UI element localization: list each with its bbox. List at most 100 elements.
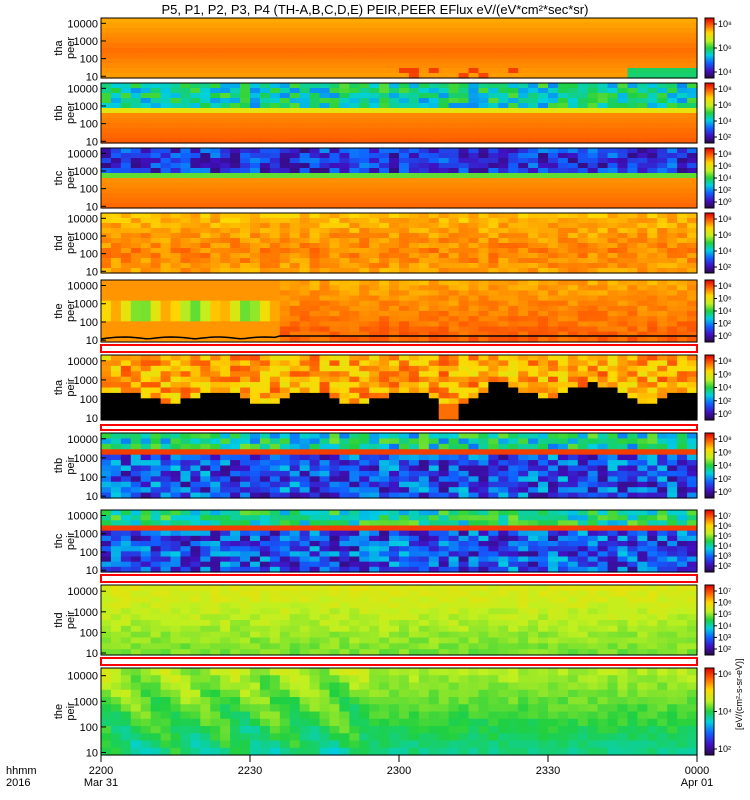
spectrogram-cell xyxy=(418,198,430,204)
spectrogram-cell xyxy=(677,33,688,39)
spectrogram-cell xyxy=(230,108,241,114)
spectrogram-cell xyxy=(120,158,132,164)
spectrogram-cell xyxy=(279,148,291,154)
spectrogram-cell xyxy=(478,93,489,99)
spectrogram-cell xyxy=(657,336,668,343)
spectrogram-cell xyxy=(230,148,241,154)
spectrogram-cell xyxy=(359,188,370,194)
spectrogram-cell xyxy=(319,438,331,445)
spectrogram-cell xyxy=(627,409,638,416)
spectrogram-cell xyxy=(180,163,191,169)
spectrogram-cell xyxy=(309,449,321,456)
spectrogram-cell xyxy=(190,63,201,69)
spectrogram-cell xyxy=(567,223,579,229)
spectrogram-cell xyxy=(220,83,231,89)
spectrogram-cell xyxy=(110,43,122,49)
spectrogram-cell xyxy=(180,128,191,134)
spectrogram-cell xyxy=(458,53,470,59)
spectrogram-cell xyxy=(309,243,321,249)
spectrogram-cell xyxy=(389,443,400,450)
spectrogram-cell xyxy=(677,376,688,383)
spectrogram-cell xyxy=(687,387,698,394)
spectrogram-cell xyxy=(359,133,370,139)
y-tick-label: 1000 xyxy=(74,231,98,243)
spectrogram-cell xyxy=(418,133,430,139)
spectrogram-cell xyxy=(339,83,350,89)
spectrogram-cell xyxy=(647,188,658,194)
spectrogram-cell xyxy=(329,449,340,456)
spectrogram-cell xyxy=(687,300,698,307)
spectrogram-cell xyxy=(279,321,291,328)
spectrogram-cell xyxy=(150,43,162,49)
spectrogram-cell xyxy=(230,48,241,54)
spectrogram-cell xyxy=(240,68,251,74)
spectrogram-cell xyxy=(170,83,182,89)
spectrogram-cell xyxy=(498,28,509,34)
spectrogram-cell xyxy=(607,398,619,405)
spectrogram-cell xyxy=(349,465,360,472)
spectrogram-cell xyxy=(269,103,281,109)
spectrogram-cell xyxy=(617,98,629,104)
spectrogram-cell xyxy=(279,460,291,467)
spectrogram-cell xyxy=(567,300,579,307)
spectrogram-cell xyxy=(518,392,529,399)
spectrogram-cell xyxy=(170,58,182,64)
spectrogram-cell xyxy=(309,198,321,204)
spectrogram-cell xyxy=(349,382,360,389)
spectrogram-cell xyxy=(160,290,172,297)
spectrogram-cell xyxy=(190,93,201,99)
spectrogram-cell xyxy=(101,223,112,229)
spectrogram-cell xyxy=(299,88,311,94)
spectrogram-cell xyxy=(369,403,380,410)
spectrogram-cell xyxy=(627,392,638,399)
spectrogram-cell xyxy=(637,398,648,405)
spectrogram-cell xyxy=(329,178,340,184)
spectrogram-cell xyxy=(110,305,122,312)
spectrogram-cell xyxy=(210,409,221,416)
spectrogram-cell xyxy=(577,153,589,159)
spectrogram-cell xyxy=(369,198,380,204)
spectrogram-cell xyxy=(230,223,241,229)
spectrogram-cell xyxy=(379,326,390,333)
spectrogram-cell xyxy=(160,387,172,394)
spectrogram-cell xyxy=(458,38,470,44)
spectrogram-cell xyxy=(687,398,698,405)
spectrogram-cell xyxy=(438,443,450,450)
spectrogram-cell xyxy=(259,163,271,169)
spectrogram-cell xyxy=(617,253,629,259)
spectrogram-cell xyxy=(130,123,142,129)
spectrogram-cell xyxy=(428,290,440,297)
spectrogram-cell xyxy=(557,123,569,129)
spectrogram-cell xyxy=(369,48,380,54)
spectrogram-cell xyxy=(389,414,400,421)
spectrogram-cell xyxy=(647,18,658,24)
spectrogram-cell xyxy=(667,48,678,54)
spectrogram-cell xyxy=(180,33,191,39)
spectrogram-cell xyxy=(408,93,420,99)
spectrogram-cell xyxy=(637,113,648,119)
spectrogram-cell xyxy=(200,33,211,39)
spectrogram-cell xyxy=(190,290,201,297)
spectrogram-cell xyxy=(190,118,201,124)
spectrogram-cell xyxy=(130,148,142,154)
spectrogram-cell xyxy=(617,365,629,372)
spectrogram-cell xyxy=(130,33,142,39)
spectrogram-cell xyxy=(250,203,261,209)
spectrogram-cell xyxy=(140,487,152,494)
spectrogram-cell xyxy=(557,300,569,307)
spectrogram-cell xyxy=(359,98,370,104)
spectrogram-cell xyxy=(577,371,589,378)
spectrogram-cell xyxy=(359,414,370,421)
spectrogram-cell xyxy=(408,492,420,499)
spectrogram-cell xyxy=(359,68,370,74)
spectrogram-cell xyxy=(548,316,559,322)
spectrogram-cell xyxy=(170,460,182,467)
spectrogram-cell xyxy=(399,113,410,119)
spectrogram-cell xyxy=(548,113,559,119)
spectrogram-cell xyxy=(110,438,122,445)
spectrogram-cell xyxy=(587,153,599,159)
spectrogram-cell xyxy=(428,228,440,234)
spectrogram-cell xyxy=(508,492,519,499)
spectrogram-cell xyxy=(349,103,360,109)
spectrogram-cell xyxy=(140,18,152,24)
